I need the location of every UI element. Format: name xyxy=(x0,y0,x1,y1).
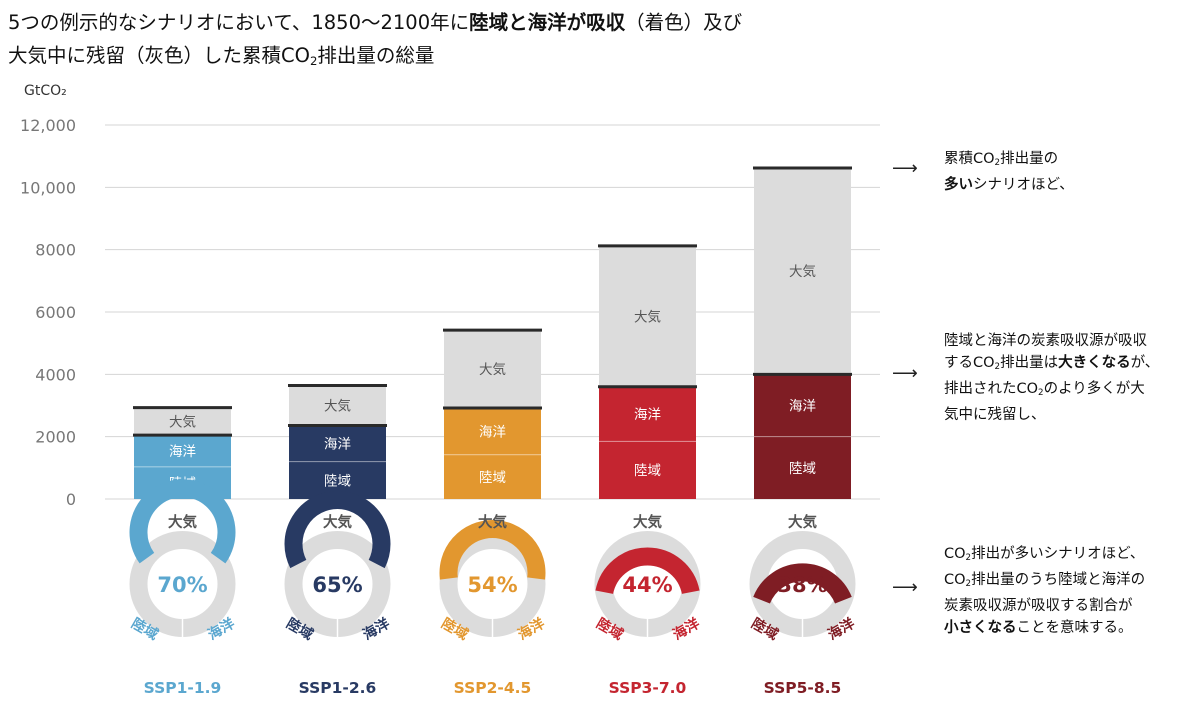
note-text: CO xyxy=(944,546,966,562)
note-text: 排出量のうち陸域と海洋の xyxy=(971,572,1146,589)
note-text: 炭素吸収源が吸収する割合が xyxy=(944,598,1133,615)
note-text: が、 xyxy=(1130,355,1160,371)
donut-percent: 70% xyxy=(157,573,207,597)
note-sub: 2 xyxy=(965,579,972,590)
x-tick-label: SSP2-4.5 xyxy=(454,679,532,697)
bar-label-land: 陸域 xyxy=(324,473,351,489)
note-text: 排出されたCO xyxy=(944,381,1039,398)
title-part: 5つの例示的なシナリオにおいて、1850〜2100年に xyxy=(8,11,470,34)
donut-arc xyxy=(129,479,236,564)
note-2: 陸域と海洋の炭素吸収源が吸収 するCO2排出量は大きくなるが、 排出されたCO2… xyxy=(944,330,1159,426)
title-part: 排出量の総量 xyxy=(317,44,435,67)
bar-ocean xyxy=(444,407,541,455)
donut-arc xyxy=(439,519,546,580)
bar-label-ocean: 海洋 xyxy=(479,424,506,440)
title-subscript: 2 xyxy=(309,53,318,68)
note-text: のより多くが大 xyxy=(1043,381,1145,398)
donut-percent: 38% xyxy=(777,573,827,597)
x-tick-label: SSP1-1.9 xyxy=(144,679,222,697)
note-bold: 小さくなる xyxy=(944,620,1017,637)
title-bold: 陸域と海洋が吸収 xyxy=(469,11,626,34)
arrow-icon: ⟶ xyxy=(892,363,918,384)
note-sub: 2 xyxy=(1038,388,1044,399)
y-tick-label: 6000 xyxy=(35,303,76,322)
note-text: CO xyxy=(944,572,966,589)
title-part: （着色）及び xyxy=(625,11,743,34)
bar-atmosphere xyxy=(134,407,231,436)
note-text: 累積CO xyxy=(944,151,995,167)
note-text: 気中に残留し、 xyxy=(944,407,1046,424)
note-text: 排出量は xyxy=(1000,355,1059,371)
donut-percent: 65% xyxy=(312,573,362,597)
bar-ocean xyxy=(289,425,386,462)
x-tick-label: SSP5-8.5 xyxy=(764,679,842,697)
bar-label-atmosphere: 大気 xyxy=(324,399,351,415)
note-sub: 2 xyxy=(994,158,1001,169)
donut-arc xyxy=(284,491,391,569)
y-tick-label: 10,000 xyxy=(20,178,76,197)
bar-label-atmosphere: 大気 xyxy=(479,362,506,378)
donut-arc xyxy=(753,563,852,604)
bar-atmosphere xyxy=(289,385,386,426)
note-text: 陸域と海洋の炭素吸収源が吸収 xyxy=(944,333,1147,349)
note-3: CO2排出が多いシナリオほど、 CO2排出量のうち陸域と海洋の 炭素吸収源が吸収… xyxy=(944,543,1145,639)
donut-arc xyxy=(595,547,700,595)
note-sub: 2 xyxy=(965,553,972,564)
note-text: シナリオほど、 xyxy=(973,177,1074,194)
bar-atmosphere xyxy=(599,245,696,387)
bar-label-land: 陸域 xyxy=(479,470,506,486)
donut-label-atmosphere: 大気 xyxy=(788,513,817,531)
note-1: 累積CO2排出量の 多いシナリオほど、 xyxy=(944,148,1074,196)
donut-label-atmosphere: 大気 xyxy=(323,513,352,531)
arrow-icon: ⟶ xyxy=(892,577,918,598)
bar-land xyxy=(444,454,541,499)
bar-label-ocean: 海洋 xyxy=(789,399,816,415)
bar-label-atmosphere: 大気 xyxy=(169,414,196,430)
x-tick-label: SSP3-7.0 xyxy=(609,679,687,697)
y-axis-label: GtCO₂ xyxy=(24,83,67,99)
note-bold: 多い xyxy=(944,177,973,194)
bar-ocean xyxy=(134,435,231,467)
bar-land xyxy=(599,441,696,499)
note-text: するCO xyxy=(944,355,995,371)
bar-label-atmosphere: 大気 xyxy=(634,309,661,325)
note-sub: 2 xyxy=(994,362,1001,373)
donut-label-atmosphere: 大気 xyxy=(478,513,507,531)
arrow-icon: ⟶ xyxy=(892,158,918,179)
bar-label-ocean: 海洋 xyxy=(324,437,351,453)
y-tick-label: 2000 xyxy=(35,428,76,447)
bar-label-atmosphere: 大気 xyxy=(789,264,816,280)
donut-percent: 44% xyxy=(622,573,672,597)
title-part: 大気中に残留（灰色）した累積CO xyxy=(8,44,310,67)
bar-atmosphere xyxy=(444,330,541,408)
note-text: 排出が多いシナリオほど、 xyxy=(971,546,1145,562)
note-text: ことを意味する。 xyxy=(1016,620,1133,637)
y-tick-label: 4000 xyxy=(35,365,76,384)
y-tick-label: 0 xyxy=(66,490,76,509)
chart-title: 5つの例示的なシナリオにおいて、1850〜2100年に陸域と海洋が吸収（着色）及… xyxy=(8,6,888,78)
bar-label-ocean: 海洋 xyxy=(169,444,196,460)
note-bold: 大きくなる xyxy=(1058,355,1131,371)
x-tick-label: SSP1-2.6 xyxy=(299,679,377,697)
y-tick-label: 8000 xyxy=(35,241,76,260)
note-text: 排出量の xyxy=(1000,151,1059,167)
bar-ocean xyxy=(754,374,851,437)
donut-percent: 54% xyxy=(467,573,517,597)
bar-atmosphere xyxy=(754,168,851,375)
y-tick-label: 12,000 xyxy=(20,116,76,135)
donut-label-atmosphere: 大気 xyxy=(168,513,197,531)
bar-label-land: 陸域 xyxy=(634,463,661,479)
bar-ocean xyxy=(599,386,696,442)
bar-label-land: 陸域 xyxy=(789,461,816,477)
bar-label-ocean: 海洋 xyxy=(634,407,661,423)
donut-label-atmosphere: 大気 xyxy=(633,513,662,531)
bar-land xyxy=(754,436,851,499)
